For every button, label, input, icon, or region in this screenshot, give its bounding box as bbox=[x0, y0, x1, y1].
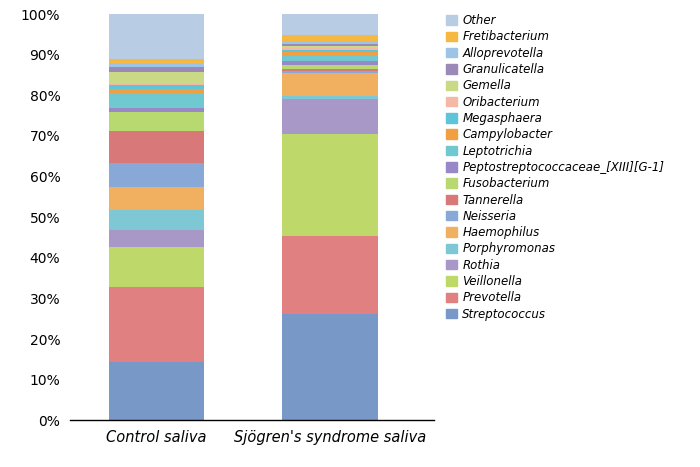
Bar bbox=[282, 65, 378, 69]
Bar bbox=[282, 50, 378, 52]
Bar bbox=[109, 72, 204, 84]
Bar bbox=[282, 46, 378, 48]
Bar bbox=[109, 210, 204, 230]
Bar bbox=[109, 59, 204, 63]
Bar bbox=[282, 56, 378, 62]
Bar bbox=[109, 63, 204, 67]
Bar bbox=[109, 230, 204, 247]
Bar bbox=[282, 73, 378, 96]
Bar bbox=[109, 112, 204, 131]
Bar bbox=[282, 14, 378, 35]
Bar bbox=[282, 41, 378, 44]
Bar bbox=[109, 84, 204, 85]
Bar bbox=[109, 93, 204, 108]
Bar bbox=[282, 71, 378, 73]
Bar bbox=[109, 187, 204, 210]
Legend: Other, Fretibacterium, Alloprevotella, Granulicatella, Gemella, Oribacterium, Me: Other, Fretibacterium, Alloprevotella, G… bbox=[444, 12, 667, 323]
Bar bbox=[109, 131, 204, 163]
Bar bbox=[282, 134, 378, 236]
Bar bbox=[282, 48, 378, 50]
Bar bbox=[282, 62, 378, 65]
Bar bbox=[282, 236, 378, 314]
Bar bbox=[282, 69, 378, 71]
Bar bbox=[282, 44, 378, 46]
Bar bbox=[109, 362, 204, 420]
Bar bbox=[282, 99, 378, 134]
Bar bbox=[109, 287, 204, 362]
Bar bbox=[282, 35, 378, 41]
Bar bbox=[282, 52, 378, 56]
Bar bbox=[109, 108, 204, 112]
Bar bbox=[282, 96, 378, 99]
Bar bbox=[109, 163, 204, 187]
Bar bbox=[109, 67, 204, 72]
Bar bbox=[109, 85, 204, 89]
Bar bbox=[109, 247, 204, 287]
Bar bbox=[109, 14, 204, 59]
Bar bbox=[109, 89, 204, 93]
Bar bbox=[282, 314, 378, 420]
